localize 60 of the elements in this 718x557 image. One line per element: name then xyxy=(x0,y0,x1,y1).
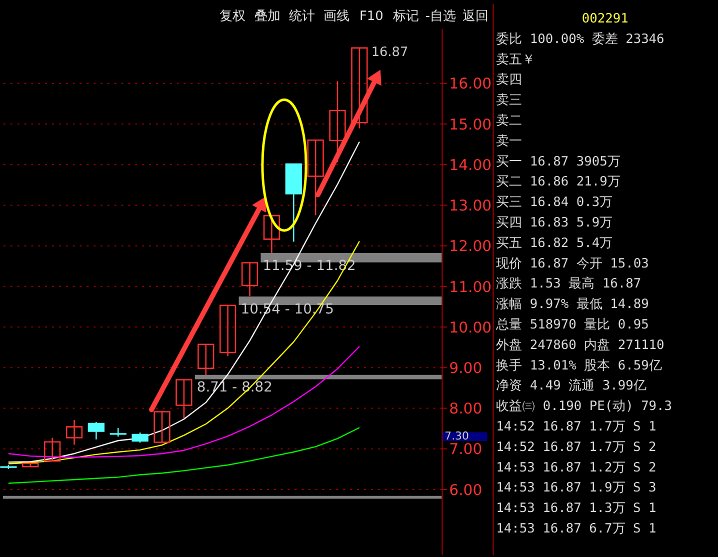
y-tick-label: 16.00 xyxy=(449,74,492,93)
candlestick xyxy=(241,262,258,297)
y-tick-label: 14.00 xyxy=(449,156,492,174)
text: 买一 16.87 3905万 xyxy=(496,154,620,170)
text: 卖三 xyxy=(496,93,522,108)
text: 14:52 16.87 1.7万 S 2 xyxy=(496,440,656,455)
text: 标记 xyxy=(392,9,420,24)
text: 14:53 16.87 1.3万 S 1 xyxy=(496,501,656,516)
y-tick-label: 11.00 xyxy=(449,278,492,296)
candlestick xyxy=(219,304,236,357)
candlestick xyxy=(66,419,83,446)
text: 总量 518970 量比 0.95 xyxy=(495,318,649,333)
text: 收益㈢ 0.190 PE(动) 79.3 xyxy=(496,399,672,414)
line-series xyxy=(8,427,360,484)
candlestick xyxy=(88,421,105,440)
text: 卖一 xyxy=(496,134,522,149)
candlestick xyxy=(44,437,61,462)
text: 卖四 xyxy=(496,72,522,88)
y-tick-label: 10.00 xyxy=(449,318,492,336)
candlestick xyxy=(132,432,148,444)
text: 换手 13.01% 股本 6.59亿 xyxy=(496,358,662,374)
text: 卖二 xyxy=(496,114,522,129)
text: 14:53 16.87 6.7万 S 1 xyxy=(496,522,656,537)
text: 画线 xyxy=(324,9,350,24)
text: 复权 xyxy=(220,9,246,24)
y-tick-label: 15.00 xyxy=(449,115,492,134)
text: 返回 xyxy=(462,9,488,24)
text: 叠加 xyxy=(254,9,280,24)
text: 14:52 16.87 1.7万 S 1 xyxy=(496,420,656,435)
text: 买三 16.84 0.3万 xyxy=(496,195,613,210)
text: 14:53 16.87 1.2万 S 2 xyxy=(496,460,656,476)
y-tick-label: 13.00 xyxy=(449,196,492,215)
ref-line-label: 7.30 xyxy=(444,430,469,443)
candlestick xyxy=(263,215,280,254)
text: 统计 xyxy=(289,9,316,24)
text: 涨跌 1.53 最高 16.87 xyxy=(496,276,642,292)
text: 委比 100.00% 委差 23346 xyxy=(496,32,664,47)
text: 002291 xyxy=(582,12,628,27)
y-tick-label: 9.00 xyxy=(449,358,482,377)
text: 买五 16.82 5.4万 xyxy=(496,236,613,251)
y-tick-label: 6.00 xyxy=(449,480,482,499)
text: -自选 xyxy=(425,9,456,24)
text: F10 xyxy=(359,9,384,24)
text: 外盘 247860 内盘 271110 xyxy=(496,338,664,353)
y-tick-label: 7.00 xyxy=(449,440,482,458)
text: 净资 4.49 流通 3.99亿 xyxy=(496,378,646,394)
y-tick-label: 8.00 xyxy=(449,400,482,418)
text: 买二 16.86 21.9万 xyxy=(496,174,620,190)
annotation: 16.87 xyxy=(371,44,408,60)
text: 涨幅 9.97% 最低 14.89 xyxy=(496,297,649,312)
line-series xyxy=(8,240,360,464)
text: 买四 16.83 5.9万 xyxy=(496,216,613,231)
y-tick-label: 12.00 xyxy=(449,237,492,256)
text: 14:53 16.87 1.9万 S 3 xyxy=(496,480,656,496)
candlestick xyxy=(198,344,214,376)
candlestick xyxy=(329,80,346,163)
text: 现价 16.87 今开 15.03 xyxy=(496,256,649,272)
line-series xyxy=(8,141,360,463)
text: 卖五￥ xyxy=(496,52,536,68)
candlestick xyxy=(176,379,192,419)
